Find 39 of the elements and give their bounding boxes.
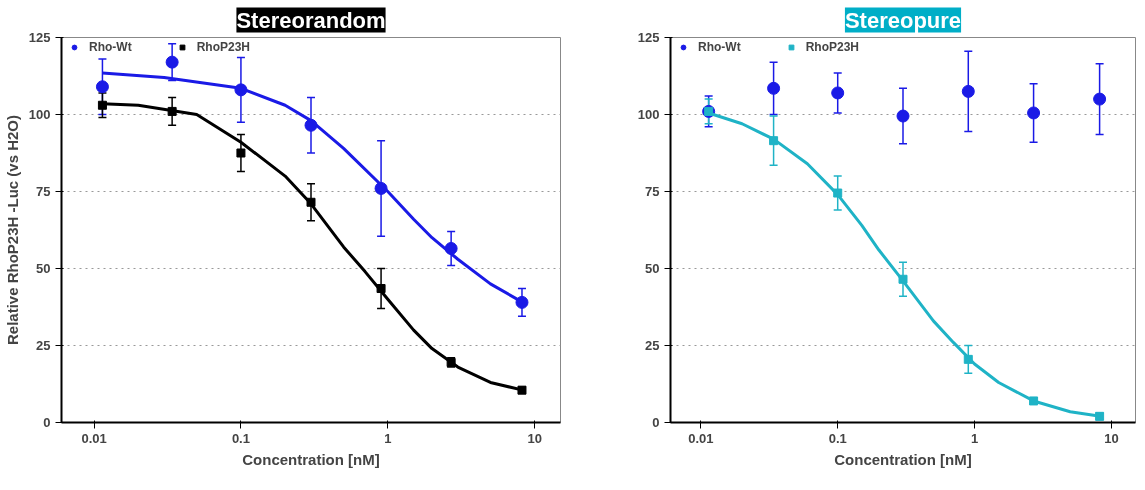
x-tick-label: 0.01 <box>688 430 714 446</box>
x-tick-label: 1 <box>384 430 392 446</box>
x-axis-title: Concentration [nM] <box>242 450 380 468</box>
y-tick-label: 50 <box>36 261 51 276</box>
point <box>165 55 179 69</box>
y-tick-label: 75 <box>645 184 660 199</box>
x-axis-title: Concentration [nM] <box>834 450 972 468</box>
y-tick-label: 25 <box>36 338 51 353</box>
point <box>236 148 246 158</box>
x-tick-label: 10 <box>1104 430 1119 446</box>
point <box>896 109 910 123</box>
point <box>961 84 975 98</box>
y-tick-label: 75 <box>36 184 51 199</box>
y-tick-label: 25 <box>645 338 660 353</box>
legend-label: Rho-Wt <box>698 40 741 54</box>
y-tick-label: 125 <box>28 30 51 45</box>
x-tick-label: 0.1 <box>231 430 250 446</box>
point <box>95 80 109 94</box>
x-tick-label: 0.1 <box>828 430 847 446</box>
point <box>1027 106 1041 120</box>
y-tick-label: 0 <box>43 415 51 430</box>
x-tick-label: 0.01 <box>81 430 107 446</box>
y-tick-label: 50 <box>645 261 660 276</box>
y-axis-title: Relative RhoP23H -Luc (vs H2O) <box>3 114 21 346</box>
point <box>517 385 527 395</box>
x-tick-label: 10 <box>527 430 542 446</box>
chart-title: Stereorandom <box>236 7 386 33</box>
point <box>1093 92 1107 106</box>
y-tick-label: 100 <box>637 107 660 122</box>
legend-label: RhoP23H <box>196 40 250 54</box>
y-tick-label: 125 <box>637 30 660 45</box>
point <box>767 81 781 95</box>
legend-label: RhoP23H <box>805 40 859 54</box>
legend-label: Rho-Wt <box>89 40 132 54</box>
point <box>831 86 845 100</box>
y-tick-label: 100 <box>28 107 51 122</box>
y-tick-label: 0 <box>652 415 660 430</box>
chart-title: Stereopure <box>844 7 962 33</box>
x-tick-label: 1 <box>970 430 979 446</box>
